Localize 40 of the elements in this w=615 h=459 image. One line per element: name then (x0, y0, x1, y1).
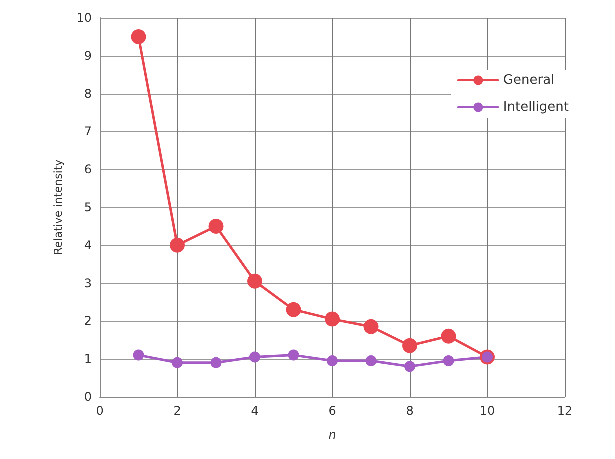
y-tick-label: 6 (84, 162, 92, 177)
y-tick-label: 0 (84, 390, 92, 404)
x-tick-label: 6 (328, 404, 336, 418)
point (404, 361, 416, 372)
y-tick-label: 3 (84, 276, 92, 290)
legend-label: General (503, 73, 555, 88)
point (325, 312, 340, 327)
y-tick-label: 9 (84, 48, 92, 63)
point (208, 218, 224, 234)
point (133, 350, 144, 361)
y-tick-label: 5 (84, 200, 92, 214)
point (210, 357, 222, 368)
x-tick-label: 10 (480, 404, 496, 418)
point (170, 238, 185, 253)
point (288, 350, 300, 361)
point (131, 29, 146, 44)
point (172, 357, 183, 368)
point (327, 356, 338, 366)
y-tick-label: 8 (84, 86, 92, 101)
y-tick-label: 2 (84, 314, 92, 328)
x-tick-label: 12 (557, 404, 573, 418)
y-tick-label: 10 (76, 11, 92, 25)
x-tick-label: 0 (96, 404, 104, 418)
y-tick-label: 4 (84, 238, 92, 252)
point (441, 328, 456, 344)
point (366, 356, 377, 366)
y-axis-title: Relative intensity (52, 159, 65, 256)
x-tick-label: 4 (251, 404, 259, 418)
point (250, 352, 260, 363)
y-tick-label: 1 (84, 352, 92, 366)
x-axis-title: n (328, 428, 336, 442)
x-tick-label: 8 (406, 404, 414, 418)
point (286, 302, 302, 318)
point (248, 274, 262, 289)
point (443, 356, 454, 366)
y-tick-label: 7 (84, 124, 92, 139)
point (364, 319, 379, 334)
point (402, 338, 418, 354)
legend-label: Intelligent (503, 100, 570, 115)
x-tick-label: 2 (174, 404, 182, 418)
